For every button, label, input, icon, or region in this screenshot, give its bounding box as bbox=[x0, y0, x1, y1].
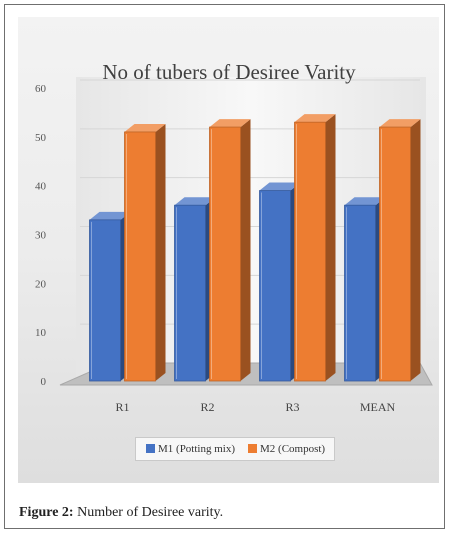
bar-front bbox=[379, 126, 411, 382]
legend-label-m1: M1 (Potting mix) bbox=[158, 443, 236, 455]
bar-front bbox=[89, 219, 121, 382]
bar-front bbox=[124, 131, 156, 382]
bar-top bbox=[259, 182, 301, 191]
bar-front bbox=[209, 126, 241, 382]
legend-swatch-m1 bbox=[146, 444, 155, 453]
bar-side bbox=[240, 119, 251, 382]
x-tick-label: MEAN bbox=[360, 400, 396, 414]
bar-top bbox=[124, 123, 166, 132]
bar-top bbox=[174, 197, 216, 206]
bar-top bbox=[209, 119, 251, 128]
legend-item-m2: M2 (Compost) bbox=[248, 443, 325, 455]
bar-front bbox=[294, 121, 326, 382]
y-tick-label: 40 bbox=[35, 181, 47, 193]
chart: 0 10 20 30 40 50 60 R1 R2 R3 MEAN No of tubers of… bbox=[18, 17, 439, 483]
bar-m2-r2 bbox=[209, 119, 251, 382]
y-tick-label: 20 bbox=[35, 278, 47, 290]
bar-top bbox=[344, 197, 386, 206]
figure-frame: 0 10 20 30 40 50 60 R1 R2 R3 MEAN No of tubers of… bbox=[4, 4, 445, 529]
chart-title: No of tubers of Desiree Varity bbox=[102, 60, 356, 84]
bar-top bbox=[89, 211, 131, 220]
bar-top bbox=[294, 114, 336, 123]
x-tick-label: R1 bbox=[115, 400, 129, 414]
legend-label-m2: M2 (Compost) bbox=[260, 443, 326, 455]
y-tick-label: 30 bbox=[35, 230, 47, 242]
y-tick-label: 50 bbox=[35, 132, 47, 144]
legend-item-m1: M1 (Potting mix) bbox=[146, 443, 235, 455]
x-tick-label: R3 bbox=[285, 400, 299, 414]
bar-side bbox=[410, 119, 421, 382]
y-tick-label: 60 bbox=[35, 83, 47, 95]
bar-side bbox=[155, 123, 166, 381]
figure-caption-text: Number of Desiree varity. bbox=[73, 505, 224, 520]
figure-label: Figure 2: bbox=[19, 505, 74, 520]
figure-caption: Figure 2: Number of Desiree varity. bbox=[19, 505, 223, 521]
bar-front bbox=[344, 204, 376, 382]
bar-m2-r3 bbox=[294, 114, 336, 382]
y-tick-label: 0 bbox=[41, 376, 47, 388]
y-tick-label: 10 bbox=[35, 327, 47, 339]
chart-legend: M1 (Potting mix) M2 (Compost) bbox=[135, 437, 335, 461]
bar-m2-r1 bbox=[124, 123, 166, 382]
bar-front bbox=[259, 190, 291, 382]
bar-top bbox=[379, 119, 421, 128]
bar-m2-mean bbox=[379, 119, 421, 382]
x-tick-label: R2 bbox=[200, 400, 214, 414]
bar-front bbox=[174, 204, 206, 382]
legend-swatch-m2 bbox=[248, 444, 257, 453]
bar-side bbox=[325, 114, 336, 381]
